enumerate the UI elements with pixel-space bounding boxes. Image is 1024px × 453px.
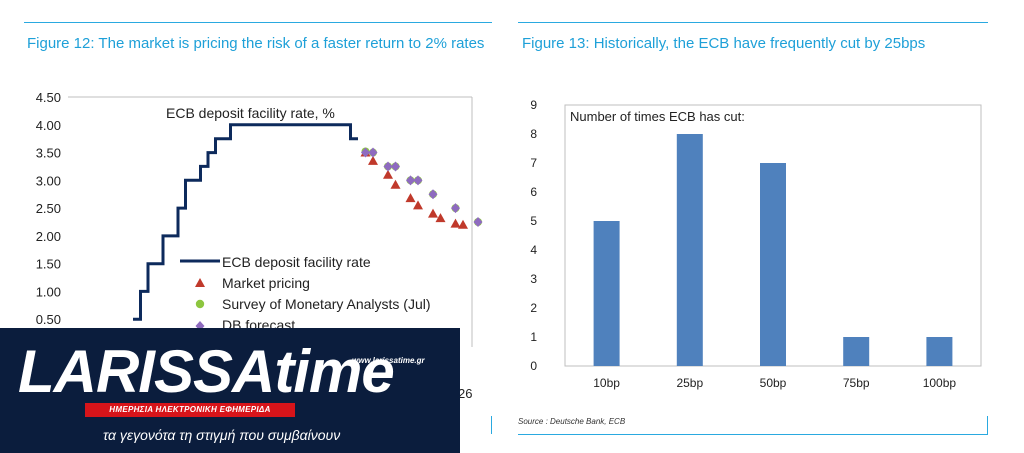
fig12-market-pricing-point [390, 179, 401, 189]
legend-label-market: Market pricing [222, 275, 310, 291]
fig12-top-rule [24, 22, 492, 23]
logo-url[interactable]: www.larissatime.gr [352, 356, 425, 365]
fig12-ytick-label: 4.00 [36, 118, 61, 133]
legend-label-survey: Survey of Monetary Analysts (Jul) [222, 296, 431, 312]
figure13-title: Figure 13: Historically, the ECB have fr… [522, 35, 926, 52]
fig13-xtick-label: 50bp [760, 376, 787, 390]
fig13-ytick-label: 1 [530, 330, 537, 344]
fig12-market-pricing-point [405, 193, 416, 203]
fig12-ytick-label: 2.00 [36, 229, 61, 244]
fig12-db-forecast-point [391, 161, 400, 172]
fig13-right-rule [987, 416, 988, 434]
larissatime-logo[interactable]: LARISSAtime www.larissatime.gr ΗΜΕΡΗΣΙΑ … [0, 328, 460, 453]
fig12-legend-markers [180, 259, 220, 330]
fig13-ytick-label: 9 [530, 98, 537, 112]
fig13-ytick-label: 2 [530, 301, 537, 315]
fig13-bar [593, 221, 620, 366]
fig12-market-pricing-point [458, 219, 468, 229]
fig13-chart-title: Number of times ECB has cut: [570, 109, 745, 124]
fig13-ytick-label: 6 [530, 185, 537, 199]
legend-circle-marker [195, 299, 205, 309]
fig12-market-pricing-point [450, 218, 461, 228]
fig12-db-forecast-point [451, 203, 460, 214]
fig13-bar [676, 134, 703, 366]
fig12-right-rule [491, 416, 492, 434]
fig12-chart-title: ECB deposit facility rate, % [166, 105, 335, 121]
logo-tagline: τα γεγονότα τη στιγμή που συμβαίνουν [103, 427, 341, 443]
fig13-bar [760, 163, 786, 366]
fig12-ytick-label: 3.50 [36, 146, 61, 161]
fig12-market-pricing-point [435, 213, 446, 223]
fig13-bar [926, 337, 953, 366]
fig12-db-forecast-point [473, 217, 483, 227]
logo-badge: ΗΜΕΡΗΣΙΑ ΗΛΕΚΤΡΟΝΙΚΗ ΕΦΗΜΕΡΙΔΑ [85, 403, 295, 417]
fig12-xtick-partial: 26 [458, 386, 472, 401]
fig13-xtick-label: 75bp [843, 376, 870, 390]
fig13-xtick-label: 10bp [593, 376, 620, 390]
fig12-db-forecast-point [368, 147, 378, 158]
fig12-market-pricing-point [383, 169, 393, 179]
fig13-xtick-label: 100bp [923, 376, 957, 390]
fig13-ytick-label: 7 [530, 156, 537, 170]
figure12-chart: 4.50 4.00 3.50 3.00 2.50 2.00 1.50 1.00 0.50 ECB… [36, 90, 483, 401]
fig12-db-forecast-point [361, 147, 370, 158]
fig13-top-rule [518, 22, 988, 23]
fig13-bar [843, 337, 870, 366]
legend-triangle-marker [195, 278, 205, 287]
fig12-db-forecast-point [406, 175, 415, 186]
fig13-bottom-rule [518, 434, 988, 435]
fig12-ytick-label: 0.50 [36, 312, 61, 327]
fig13-ytick-label: 0 [530, 359, 537, 373]
fig13-ytick-label: 8 [530, 127, 537, 141]
fig12-ytick-label: 1.50 [36, 257, 61, 272]
logo-wordmark: LARISSAtime [18, 338, 395, 405]
fig13-ytick-label: 3 [530, 272, 537, 286]
fig12-ecb-rate-line [133, 123, 358, 321]
figure12-title: Figure 12: The market is pricing the ris… [27, 35, 485, 52]
fig12-ytick-label: 3.00 [36, 173, 61, 188]
fig12-market-pricing-point [428, 208, 438, 218]
fig12-ytick-label: 1.00 [36, 284, 61, 299]
fig12-market-pricing-point [413, 200, 423, 210]
fig12-ytick-label: 4.50 [36, 90, 61, 105]
fig12-ytick-label: 2.50 [36, 201, 61, 216]
fig13-ytick-label: 4 [530, 243, 537, 257]
fig13-xtick-label: 25bp [676, 376, 703, 390]
legend-diamond-marker [195, 321, 205, 330]
fig13-ytick-label: 5 [530, 214, 537, 228]
legend-label-ecb: ECB deposit facility rate [222, 254, 371, 270]
fig12-market-pricing-point [368, 155, 378, 165]
fig13-source: Source : Deutsche Bank, ECB [518, 417, 626, 426]
fig12-db-forecast-point [383, 161, 393, 172]
fig12-db-forecast-point [428, 189, 438, 200]
fig12-db-forecast-point [413, 175, 423, 186]
